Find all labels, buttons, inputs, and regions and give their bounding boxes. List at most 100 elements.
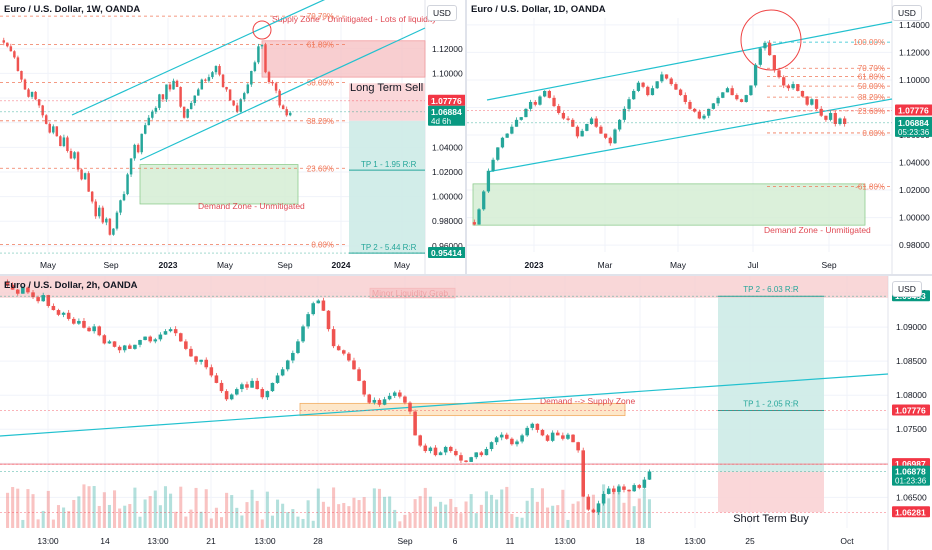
daily-candle-body — [843, 118, 847, 124]
hourly-x-tick-label: 13:00 — [37, 536, 59, 546]
weekly-y-tick-label: 1.12000 — [432, 44, 463, 54]
hourly-volume-bar — [11, 487, 15, 528]
daily-candle-body — [688, 101, 692, 109]
weekly-channel-line — [71, 0, 326, 116]
hourly-volume-bar — [286, 512, 290, 528]
daily-candle-body — [580, 130, 584, 137]
hourly-candle-body — [61, 312, 66, 315]
hourly-volume-bar — [6, 492, 10, 528]
daily-currency-button[interactable]: USD — [892, 5, 922, 21]
weekly-candle-body — [9, 46, 13, 52]
weekly-candle-body — [204, 79, 207, 81]
daily-candle-body — [674, 84, 678, 90]
hourly-candle-body — [494, 437, 499, 443]
hourly-volume-bar — [423, 487, 427, 528]
daily-candle-body — [786, 85, 791, 89]
daily-chart-canvas[interactable]: 1.140001.120001.100001.080001.060001.040… — [467, 0, 932, 274]
hourly-candle-body — [56, 310, 61, 315]
panel-divider-vertical[interactable] — [465, 0, 467, 274]
daily-candle-body — [524, 108, 528, 118]
hourly-volume-bar — [82, 484, 86, 528]
daily-channel-line — [486, 21, 893, 101]
daily-candle-body — [561, 112, 566, 119]
hourly-volume-bar — [571, 503, 575, 528]
hourly-volume-bar — [347, 506, 351, 528]
hourly-candle-body — [362, 380, 366, 395]
weekly-candle-body — [90, 191, 94, 202]
weekly-currency-button[interactable]: USD — [427, 5, 457, 21]
weekly-candle-body — [129, 158, 133, 175]
hourly-candle-body — [612, 488, 616, 492]
hourly-candle-body — [87, 327, 91, 332]
hourly-candle-body — [637, 485, 642, 488]
weekly-candle-body — [76, 152, 80, 170]
hourly-candle-body — [321, 300, 326, 311]
hourly-volume-bar — [444, 504, 448, 528]
daily-candle-body — [472, 222, 476, 225]
weekly-candle-body — [27, 89, 30, 97]
weekly-y-tick-label: 0.96000 — [432, 241, 463, 251]
hourly-x-tick-label: 18 — [635, 536, 645, 546]
weekly-candle-body — [243, 93, 246, 100]
hourly-volume-bar — [617, 485, 621, 528]
daily-candle-body — [622, 108, 626, 120]
daily-candle-body — [496, 147, 500, 160]
daily-candle-body — [547, 90, 551, 98]
hourly-volume-bar — [642, 488, 646, 528]
hourly-volume-bar — [123, 505, 127, 528]
hourly-price-tag — [892, 465, 930, 486]
hourly-volume-bar — [225, 492, 229, 528]
hourly-candle-body — [484, 448, 489, 456]
weekly-candle-body — [172, 80, 175, 90]
hourly-candle-body — [15, 289, 20, 294]
weekly-candle-body — [98, 207, 101, 217]
daily-candle-body — [768, 42, 772, 56]
hourly-volume-bar — [153, 490, 157, 528]
daily-candle-body — [599, 126, 603, 134]
daily-x-tick-label: 2023 — [525, 260, 544, 270]
weekly-candle-body — [211, 72, 214, 78]
panel-divider-horizontal[interactable] — [0, 274, 932, 276]
weekly-chart-panel[interactable]: 1.120001.100001.080001.060001.040001.020… — [0, 0, 465, 274]
daily-candle-body — [482, 191, 486, 210]
hourly-stop-loss-box — [718, 471, 824, 513]
hourly-volume-bar — [184, 516, 188, 528]
hourly-candle-body — [336, 346, 341, 351]
hourly-candle-body — [163, 331, 168, 335]
hourly-candle-body — [143, 336, 147, 341]
hourly-volume-bar — [174, 511, 178, 528]
hourly-volume-bar — [622, 502, 626, 528]
weekly-candle-body — [59, 136, 62, 147]
hourly-currency-button[interactable]: USD — [892, 281, 922, 297]
hourly-chart-canvas[interactable]: 1.095001.090001.085001.080001.075001.070… — [0, 276, 932, 550]
daily-candle-body — [810, 99, 814, 105]
hourly-volume-bar — [515, 516, 519, 528]
hourly-candle-body — [194, 356, 198, 362]
hourly-chart-panel[interactable]: 1.095001.090001.085001.080001.075001.070… — [0, 276, 932, 550]
daily-candle-body — [730, 88, 734, 96]
weekly-candle-body — [168, 84, 172, 90]
hourly-y-tick-label: 1.09000 — [896, 322, 927, 332]
hourly-volume-bar — [311, 520, 315, 528]
daily-candle-body — [753, 64, 758, 86]
daily-y-tick-label: 1.10000 — [899, 75, 930, 85]
hourly-candle-body — [265, 391, 270, 398]
hourly-y-tick-label: 1.07500 — [896, 424, 927, 434]
hourly-volume-bar — [102, 492, 106, 528]
hourly-candle-body — [153, 339, 158, 342]
hourly-volume-bar — [56, 505, 61, 528]
hourly-channel-line — [0, 373, 889, 437]
daily-candle-body — [693, 108, 697, 112]
hourly-volume-bar — [36, 519, 40, 528]
daily-chart-panel[interactable]: 1.140001.120001.100001.080001.060001.040… — [467, 0, 932, 274]
hourly-volume-bar — [637, 498, 641, 528]
hourly-volume-bar — [500, 489, 504, 528]
weekly-chart-canvas[interactable]: 1.120001.100001.080001.060001.040001.020… — [0, 0, 465, 274]
weekly-fib-label: 70.70% — [307, 12, 334, 21]
daily-candle-body — [571, 119, 575, 127]
daily-candle-body — [763, 42, 767, 49]
weekly-candle-body — [69, 151, 73, 159]
hourly-candle-body — [71, 318, 76, 324]
hourly-volume-bar — [566, 519, 570, 528]
hourly-volume-bar — [143, 499, 147, 528]
